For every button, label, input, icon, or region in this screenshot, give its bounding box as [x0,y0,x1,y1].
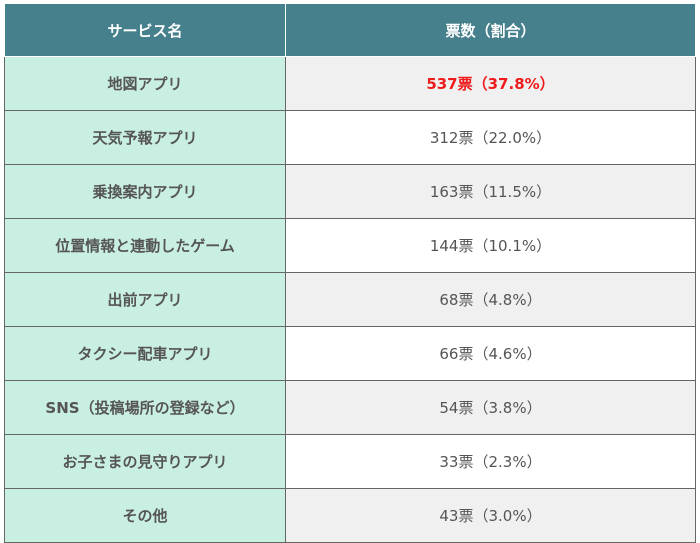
service-name: 出前アプリ [4,272,286,327]
vote-value: 537票（37.8%） [285,56,696,111]
header-service: サービス名 [4,3,286,57]
table-row: 地図アプリ 537票（37.8%） [4,56,696,111]
table-row: お子さまの見守りアプリ 33票（2.3%） [4,434,696,489]
table-row: 乗換案内アプリ 163票（11.5%） [4,164,696,219]
table-row: SNS（投稿場所の登録など） 54票（3.8%） [4,380,696,435]
vote-value: 43票（3.0%） [285,488,696,543]
vote-value: 68票（4.8%） [285,272,696,327]
table-row: その他 43票（3.0%） [4,488,696,543]
vote-value: 144票（10.1%） [285,218,696,273]
service-name: 地図アプリ [4,56,286,111]
service-name: SNS（投稿場所の登録など） [4,380,286,435]
service-name: 天気予報アプリ [4,110,286,165]
header-votes: 票数（割合） [285,3,696,57]
service-name: 乗換案内アプリ [4,164,286,219]
service-name: タクシー配車アプリ [4,326,286,381]
service-name: お子さまの見守りアプリ [4,434,286,489]
table-row: 位置情報と連動したゲーム 144票（10.1%） [4,218,696,273]
vote-value: 66票（4.6%） [285,326,696,381]
table-row: 出前アプリ 68票（4.8%） [4,272,696,327]
vote-value: 163票（11.5%） [285,164,696,219]
table-row: 天気予報アプリ 312票（22.0%） [4,110,696,165]
vote-value: 312票（22.0%） [285,110,696,165]
service-name: 位置情報と連動したゲーム [4,218,286,273]
vote-value: 33票（2.3%） [285,434,696,489]
vote-value: 54票（3.8%） [285,380,696,435]
header-row: サービス名 票数（割合） [4,3,696,57]
table-row: タクシー配車アプリ 66票（4.6%） [4,326,696,381]
service-name: その他 [4,488,286,543]
vote-table: サービス名 票数（割合） 地図アプリ 537票（37.8%） 天気予報アプリ 312票… [4,3,696,543]
